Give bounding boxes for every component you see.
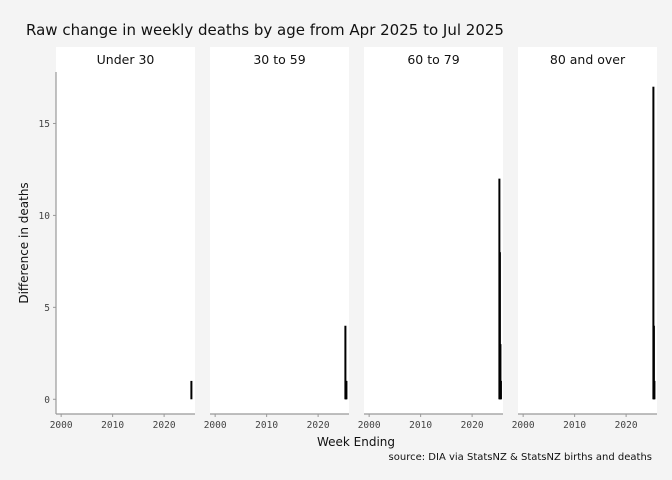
x-tick-label: 2000	[358, 420, 381, 431]
x-tick-label: 2020	[461, 420, 484, 431]
x-tick-label: 2010	[563, 420, 586, 431]
x-axis-title: Week Ending	[317, 435, 395, 449]
y-tick-label: 15	[39, 119, 50, 130]
bar	[652, 325, 655, 400]
facet-strip	[56, 47, 195, 72]
x-tick-label: 2010	[101, 420, 124, 431]
facet-strip	[364, 47, 503, 72]
facet-strip-label: 60 to 79	[407, 52, 459, 67]
y-tick-label: 5	[44, 303, 50, 314]
bar	[653, 380, 656, 400]
x-tick-label: 2000	[50, 420, 73, 431]
x-tick-label: 2020	[307, 420, 330, 431]
bar	[652, 86, 655, 400]
bar	[344, 325, 347, 400]
bar	[498, 252, 501, 400]
x-tick-label: 2020	[153, 420, 176, 431]
bar	[190, 380, 193, 400]
facet-plot-area	[210, 72, 349, 414]
y-tick-label: 0	[44, 395, 50, 406]
x-tick-label: 2010	[255, 420, 278, 431]
facet-plot-area	[518, 72, 657, 414]
x-tick-label: 2010	[409, 420, 432, 431]
y-tick-label: 10	[39, 211, 51, 222]
bar	[499, 344, 502, 400]
facet-strip	[210, 47, 349, 72]
x-tick-label: 2000	[512, 420, 535, 431]
facet-panel: 60 to 79 2000 2010 2020	[358, 47, 503, 431]
x-tick-label: 2000	[204, 420, 227, 431]
facet-strip-label: 80 and over	[550, 52, 626, 67]
x-tick-label: 2020	[615, 420, 638, 431]
facet-strip-label: Under 30	[97, 52, 155, 67]
chart-caption: source: DIA via StatsNZ & StatsNZ births…	[389, 452, 652, 463]
facet-panels: Under 30 2000 2010 2020 30 to 59 2000 2010 2020…	[50, 47, 657, 431]
facet-panel: 80 and over 2000 2010 2020	[512, 47, 657, 431]
bar	[345, 380, 348, 400]
facet-plot-area	[364, 72, 503, 414]
y-axis-title: Difference in deaths	[17, 182, 31, 303]
facet-plot-area	[56, 72, 195, 414]
facet-panel: 30 to 59 2000 2010 2020	[204, 47, 349, 431]
chart-title: Raw change in weekly deaths by age from …	[26, 21, 504, 39]
facet-strip	[518, 47, 657, 72]
facet-panel: Under 30 2000 2010 2020	[50, 47, 195, 431]
bar	[499, 380, 502, 400]
facet-strip-label: 30 to 59	[253, 52, 305, 67]
y-axis: 0 5 10 15	[39, 72, 57, 414]
